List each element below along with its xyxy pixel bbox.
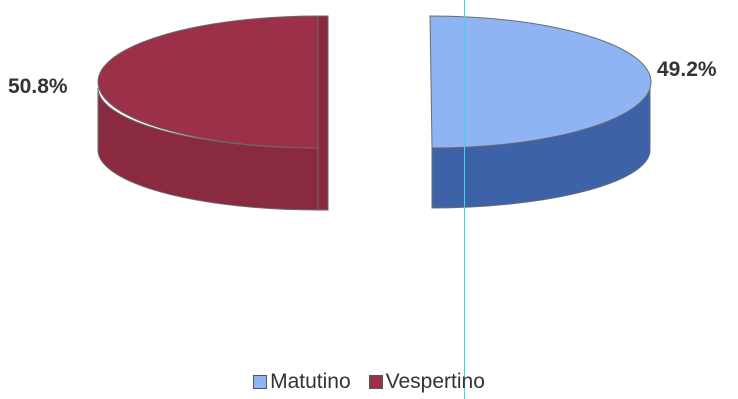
label-vespertino-pct: 50.8% [8, 75, 68, 98]
slice-vespertino-top [97, 15, 319, 149]
vertical-guide-line [464, 0, 465, 399]
chart-legend: Matutino Vespertino [0, 368, 738, 396]
slice-vespertino [97, 15, 329, 211]
legend-label-vespertino: Vespertino [385, 370, 485, 393]
slice-vespertino-cut [317, 15, 329, 211]
slice-matutino [429, 15, 652, 209]
legend-label-matutino: Matutino [270, 370, 351, 393]
legend-item-vespertino: Vespertino [368, 370, 485, 394]
legend-swatch-matutino [253, 375, 268, 389]
legend-item-matutino: Matutino [253, 370, 351, 394]
legend-swatch-vespertino [368, 375, 383, 389]
slice-matutino-top [429, 15, 652, 149]
label-matutino-pct: 49.2% [657, 58, 717, 81]
